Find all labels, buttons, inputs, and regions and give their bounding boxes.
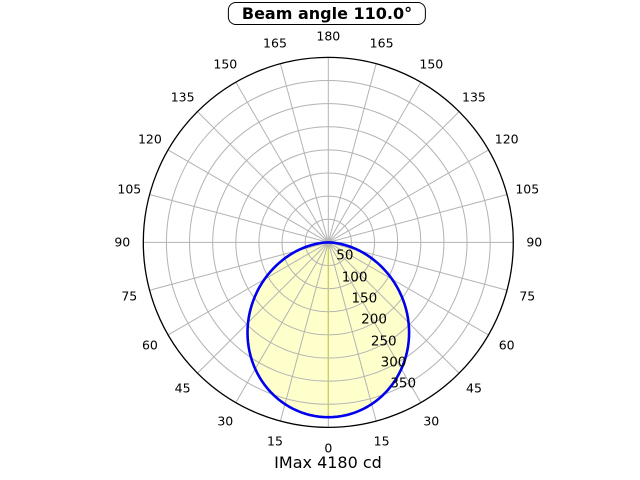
theta-label: 120: [494, 131, 519, 147]
beam-curve: [246, 241, 411, 419]
theta-label: 90: [526, 234, 543, 250]
theta-label: 165: [369, 35, 394, 51]
outer-ring: [142, 56, 514, 429]
theta-label: 75: [121, 288, 138, 304]
r-tick-label: 50: [336, 247, 354, 264]
r-tick-label: 250: [370, 333, 397, 350]
theta-label: 105: [117, 181, 142, 197]
theta-label: 45: [174, 380, 191, 396]
theta-label: 150: [213, 56, 238, 72]
theta-label: 0: [324, 440, 333, 456]
theta-label: 120: [137, 131, 162, 147]
imax-caption: IMax 4180 cd: [274, 453, 382, 472]
theta-label: 150: [419, 56, 444, 72]
chart-title: Beam angle 110.0°: [227, 2, 427, 25]
theta-label: 75: [519, 288, 536, 304]
theta-label: 165: [263, 35, 287, 51]
r-tick-label: 100: [341, 269, 368, 286]
theta-label: 30: [423, 413, 440, 429]
theta-label: 45: [466, 380, 482, 396]
theta-label: 30: [217, 413, 234, 429]
theta-label: 15: [267, 433, 283, 449]
theta-label: 15: [373, 433, 390, 449]
theta-label: 135: [462, 89, 486, 105]
theta-label: 105: [515, 181, 540, 197]
r-tick-label: 200: [361, 311, 387, 328]
r-tick-label: 150: [351, 290, 378, 307]
theta-label: 90: [114, 234, 131, 250]
theta-label: 60: [498, 337, 515, 353]
theta-label: 180: [316, 28, 341, 44]
r-tick-label: 300: [380, 354, 407, 371]
theta-label: 135: [170, 89, 195, 105]
r-tick-label: 350: [390, 375, 417, 392]
theta-label: 60: [141, 337, 158, 353]
